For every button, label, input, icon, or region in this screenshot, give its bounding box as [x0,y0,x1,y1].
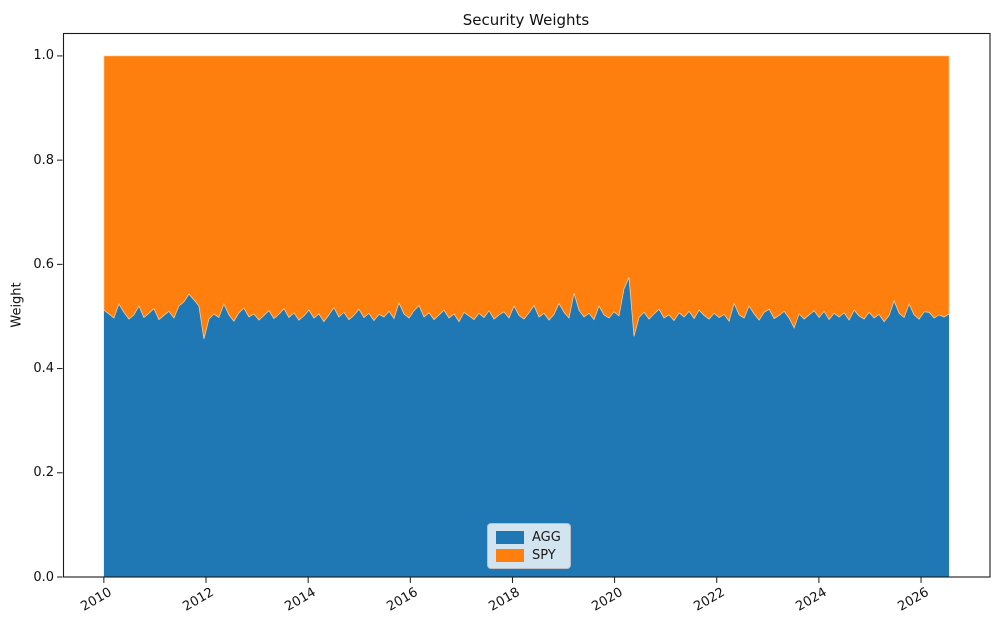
legend-swatch-agg-icon [496,530,524,544]
y-tick-label: 0.8 [33,152,54,168]
area-series-spy [103,55,950,339]
y-tick-label: 1.0 [33,48,54,64]
legend: AGG SPY [487,523,571,569]
axes-frame [62,32,991,578]
axis-ticks [57,55,922,583]
y-tick-label: 0.4 [33,361,54,377]
legend-item-agg: AGG [496,529,562,545]
area-series-agg [103,277,950,577]
legend-swatch-spy-icon [496,548,524,562]
legend-label-agg: AGG [532,529,561,545]
legend-label-spy: SPY [532,547,556,563]
y-tick-label: 0.6 [33,256,54,272]
y-tick-label: 0.2 [33,465,54,481]
chart-title: Security Weights [462,11,590,29]
stacked-areas [103,55,950,577]
y-axis-label: Weight [9,282,25,328]
y-tick-label: 0.0 [33,569,54,585]
legend-item-spy: SPY [496,547,562,563]
